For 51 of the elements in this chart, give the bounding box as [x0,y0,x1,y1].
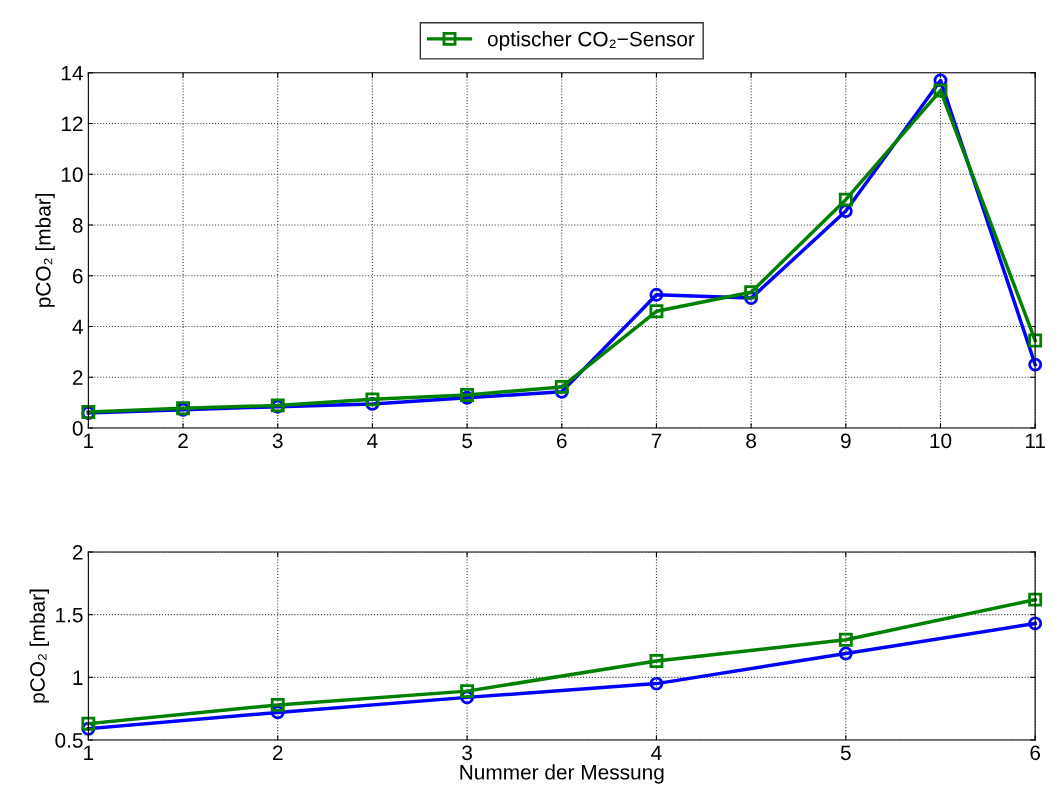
point [270,697,285,712]
x-tick-label: 3 [462,745,472,761]
point [744,285,759,300]
x-tick-label: 3 [272,433,283,449]
point [649,287,664,302]
y-tick-label: 4 [72,319,83,335]
x-axis-title: Nummer der Messung [460,764,664,784]
point [1028,616,1043,631]
point [649,304,664,319]
y-tick-label: 0 [72,421,83,436]
x-tick-label: 6 [1030,745,1041,761]
y-axis-title: pCO₂ [mbar] [29,589,49,703]
point [1028,357,1043,372]
point [838,646,853,661]
point [838,192,853,207]
point [1028,333,1043,348]
y-tick-label: 0.5 [55,733,83,748]
y-tick-label: 8 [72,218,83,233]
point [649,676,664,691]
x-tick-label: 6 [557,433,567,449]
x-tick-label: 10 [930,433,952,449]
x-tick-label: 11 [1025,433,1045,448]
point [933,83,948,98]
point [1028,592,1043,607]
y-tick-label: 6 [72,268,83,284]
point [460,684,475,699]
y-axis-title: pCO₂ [mbar] [35,194,55,307]
point [81,716,96,731]
legend-label: optischer CO₂−Sensor [487,31,695,51]
point [838,632,853,647]
y-tick-label: 1 [73,670,83,685]
point [554,379,569,394]
point [649,654,664,668]
y-tick-label: 10 [61,167,83,183]
y-tick-label: 14 [61,66,83,81]
y-tick-label: 12 [61,116,83,132]
y-tick-label: 2 [72,545,83,560]
x-tick-label: 2 [178,433,188,448]
x-tick-label: 5 [462,433,473,449]
x-tick-label: 1 [84,433,94,448]
x-tick-label: 7 [651,433,662,448]
y-tick-label: 2 [72,370,83,385]
point [365,392,380,407]
x-tick-label: 5 [840,745,851,761]
x-tick-label: 9 [840,433,851,449]
y-tick-label: 1.5 [56,607,83,623]
x-tick-label: 8 [746,433,757,449]
x-tick-label: 2 [272,745,283,760]
x-tick-label: 1 [84,745,94,760]
x-tick-label: 4 [651,745,662,760]
x-tick-label: 4 [367,433,378,448]
